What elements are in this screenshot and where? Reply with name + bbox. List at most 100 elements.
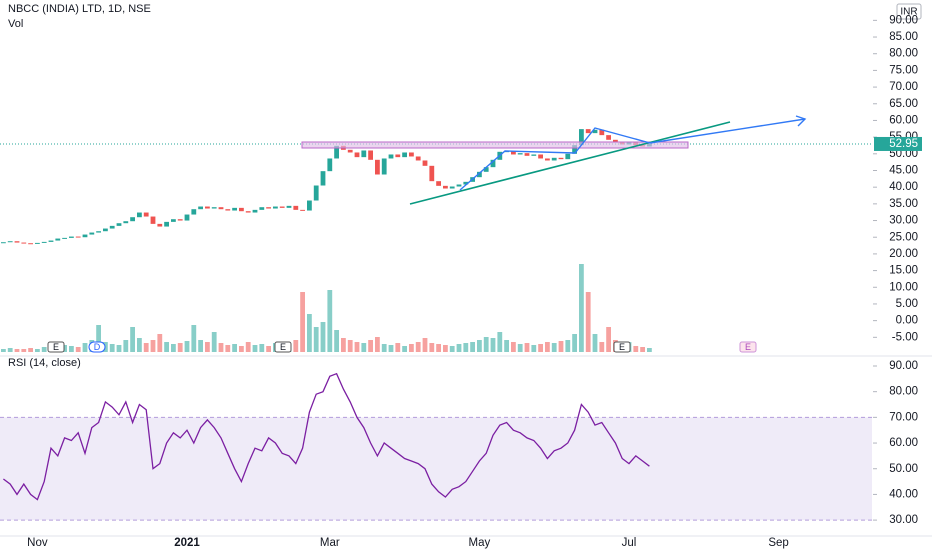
rsi-line bbox=[3, 372, 650, 501]
candle-body bbox=[415, 156, 421, 161]
event-box[interactable] bbox=[47, 341, 65, 353]
volume-bar bbox=[422, 338, 428, 352]
candle-body bbox=[456, 184, 462, 187]
volume-bar bbox=[14, 349, 20, 352]
volume-bar bbox=[381, 344, 387, 352]
candle-body bbox=[395, 154, 401, 158]
candle-body bbox=[75, 236, 81, 238]
candle-body bbox=[205, 206, 210, 209]
volume-bar bbox=[82, 343, 88, 352]
candle-body bbox=[218, 207, 224, 210]
candle-body bbox=[164, 221, 169, 227]
volume-bar bbox=[436, 344, 441, 352]
candle-body bbox=[96, 231, 101, 233]
volume-bar bbox=[606, 327, 611, 352]
y-tick-label: 45.00 bbox=[889, 165, 918, 177]
volume-bar bbox=[524, 343, 530, 352]
event-box[interactable] bbox=[613, 341, 631, 353]
y-tick-label: 85.00 bbox=[889, 31, 918, 43]
event-label: E bbox=[53, 342, 59, 352]
volume-bar bbox=[184, 341, 190, 352]
currency-box[interactable] bbox=[896, 3, 922, 20]
candle-body bbox=[252, 209, 258, 213]
candle-body bbox=[62, 237, 67, 239]
volume-bar bbox=[545, 342, 550, 352]
candle-body bbox=[320, 171, 326, 186]
volume-bar bbox=[109, 344, 115, 352]
candle-body bbox=[184, 214, 190, 221]
candle-body bbox=[443, 185, 448, 189]
candle-body bbox=[368, 150, 373, 160]
candle-body bbox=[103, 228, 108, 232]
candle-body bbox=[613, 139, 618, 143]
y-tick-label: 30.00 bbox=[889, 215, 918, 227]
volume-bar bbox=[395, 343, 401, 352]
candle-body bbox=[48, 240, 54, 242]
candle-body bbox=[1, 242, 6, 244]
candle-body bbox=[143, 212, 149, 217]
volume-bar bbox=[633, 346, 639, 352]
volume-bar bbox=[157, 334, 163, 352]
volume-bar bbox=[470, 342, 475, 352]
candle-body bbox=[232, 207, 237, 211]
x-tick-label: Nov bbox=[27, 537, 48, 549]
candle-body bbox=[28, 243, 33, 245]
candle-body bbox=[307, 200, 312, 211]
volume-bar bbox=[429, 343, 435, 352]
candle-body bbox=[429, 165, 435, 182]
volume-bar bbox=[171, 344, 176, 352]
volume-bar bbox=[96, 325, 101, 352]
event-box[interactable] bbox=[88, 341, 106, 353]
volume-title: Vol bbox=[8, 18, 23, 30]
y-tick-label: 40.00 bbox=[889, 181, 918, 193]
candle-body bbox=[109, 225, 115, 229]
volume-bar bbox=[307, 314, 312, 352]
y-tick-label: 60.00 bbox=[889, 114, 918, 126]
volume-bar bbox=[341, 338, 346, 352]
candle-body bbox=[524, 153, 530, 156]
volume-bar bbox=[252, 345, 258, 352]
volume-bar bbox=[497, 332, 503, 352]
candle-body bbox=[579, 129, 584, 146]
candle-body bbox=[137, 212, 142, 218]
y-tick-label: 35.00 bbox=[889, 198, 918, 210]
event-markers: E D E E E bbox=[47, 341, 757, 353]
volume-bar bbox=[551, 343, 557, 352]
volume-bar bbox=[177, 343, 183, 352]
y-tick-label: 90.00 bbox=[889, 360, 918, 372]
event-label: E bbox=[745, 342, 751, 352]
candle-body bbox=[293, 205, 299, 210]
volume-bar bbox=[198, 340, 203, 352]
volume-bar bbox=[415, 342, 421, 352]
candle-body bbox=[347, 149, 353, 153]
volume-bar bbox=[361, 343, 367, 352]
volume-bar bbox=[191, 325, 197, 352]
volume-bar bbox=[150, 340, 156, 352]
y-tick-label: 5.00 bbox=[896, 298, 918, 310]
event-box[interactable] bbox=[739, 341, 757, 353]
candle-body bbox=[198, 206, 203, 210]
candle-body bbox=[511, 151, 516, 155]
volume-bar bbox=[354, 342, 360, 352]
candle-body bbox=[449, 186, 455, 189]
candle-body bbox=[225, 209, 231, 211]
y-tick-label: 15.00 bbox=[889, 265, 918, 277]
y-tick-label: 30.00 bbox=[889, 514, 918, 526]
volume-bar bbox=[232, 344, 237, 352]
y-tick-label: 80.00 bbox=[889, 48, 918, 60]
volume-bar bbox=[572, 334, 577, 352]
candle-body bbox=[334, 145, 339, 159]
volume-bar bbox=[511, 342, 516, 352]
volume-bar bbox=[599, 342, 605, 352]
volume-bar bbox=[62, 345, 67, 352]
candle-body bbox=[41, 241, 47, 243]
x-tick-label: Mar bbox=[320, 537, 340, 549]
candle-body bbox=[463, 181, 469, 185]
trend-line bbox=[409, 121, 731, 205]
volume-bar bbox=[259, 344, 265, 352]
candle-body bbox=[273, 206, 278, 209]
y-tick-label: 0.00 bbox=[896, 315, 918, 327]
candle-body bbox=[191, 209, 197, 215]
resistance-zone bbox=[301, 141, 689, 149]
event-box[interactable] bbox=[274, 341, 292, 353]
